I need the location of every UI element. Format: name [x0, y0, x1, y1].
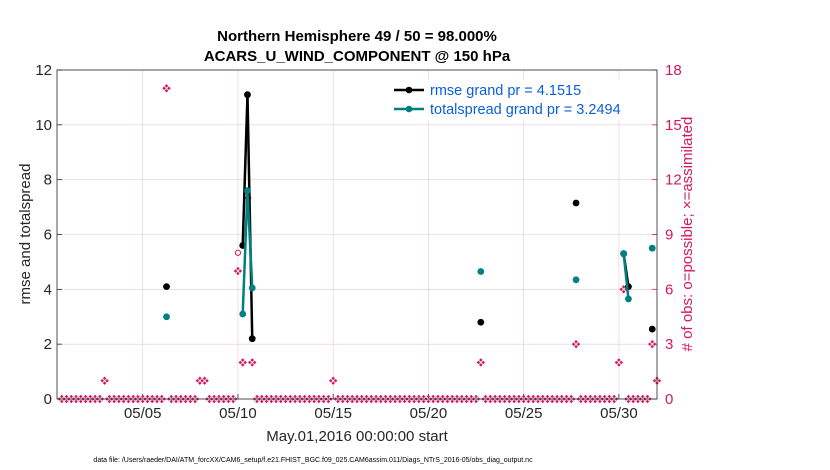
x-tick-label: 05/05 [124, 405, 162, 422]
obs-assimilated-marker [328, 376, 338, 385]
data-series [163, 91, 656, 343]
y-tick-label-left: 8 [44, 172, 52, 189]
totalspread-segment [246, 190, 254, 289]
totalspread-segment [622, 253, 630, 300]
obs-assimilated-marker [476, 358, 486, 367]
obs-assimilated-marker [648, 339, 657, 349]
obs-assimilated-marker [233, 266, 243, 276]
obs-assimilated-cross [101, 377, 108, 384]
y-tick-label-right: 3 [665, 336, 673, 353]
chart-title-line1: Northern Hemisphere 49 / 50 = 98.000% [217, 28, 497, 45]
obs-assimilated-cross [249, 359, 256, 366]
plot-frame [56, 69, 658, 400]
obs-assimilated-cross [649, 341, 656, 347]
totalspread-point [248, 284, 256, 292]
obs-assimilated-cross [616, 359, 622, 366]
obs-assimilated-cross [573, 341, 579, 347]
obs-assimilated-marker [100, 376, 109, 385]
totalspread-point [163, 313, 170, 321]
obs-possible-marker [234, 249, 242, 256]
y-tick-label-left: 12 [35, 62, 52, 79]
y-tick-label-left: 4 [44, 281, 52, 298]
footer-data-file: data file: /Users/raeder/DAI/ATM_forcXX/… [93, 457, 533, 464]
obs-assimilated-marker [200, 376, 209, 385]
y-axis-label-left: rmse and totalspread [17, 164, 34, 305]
y-tick-label-left: 2 [44, 336, 52, 353]
obs-assimilated-marker [614, 358, 624, 367]
y-tick-label-right: 12 [665, 172, 682, 189]
rmse-point [244, 91, 251, 99]
y-tick-label-right: 6 [665, 281, 673, 298]
totalspread-point [572, 276, 580, 284]
obs-assimilated-cross [197, 377, 203, 384]
chart-title-line2: ACARS_U_WIND_COMPONENT @ 150 hPa [204, 48, 511, 65]
x-tick-label: 05/15 [314, 405, 352, 422]
y-tick-label-right: 15 [665, 117, 682, 134]
rmse-point [248, 335, 256, 343]
x-axis-label: May.01,2016 00:00:00 start [266, 428, 448, 445]
axis-ticks: 05/05 05/10 05/15 05/20 05/25 05/30 0 2 4 6 8 10 12 0… [35, 62, 681, 422]
obs-assimilated-marker [238, 358, 247, 367]
obs-count-series [57, 84, 662, 404]
totalspread-point [244, 187, 251, 195]
y-tick-label-left: 10 [35, 117, 52, 134]
x-tick-label: 05/20 [410, 405, 448, 422]
totalspread-point [648, 244, 656, 252]
obs-assimilated-marker [162, 84, 171, 93]
legend: rmse grand pr = 4.1515 totalspread grand… [389, 80, 652, 120]
obs-assimilated-marker [571, 339, 581, 349]
obs-assimilated-cross [330, 377, 337, 384]
x-tick-label: 05/10 [219, 405, 257, 422]
rmse-point [648, 325, 656, 333]
totalspread-point [625, 295, 632, 303]
obs-assimilated-cross [235, 268, 241, 274]
y-tick-label-right: 0 [665, 391, 673, 408]
obs-assimilated-cross [201, 377, 208, 384]
legend-box [389, 80, 652, 120]
y-tick-label-left: 0 [44, 391, 52, 408]
legend-rmse-label: rmse grand pr = 4.1515 [430, 83, 581, 99]
legend-spread-label: totalspread grand pr = 3.2494 [430, 102, 621, 118]
rmse-point [572, 199, 580, 207]
rmse-segment [241, 94, 249, 246]
y-tick-label-left: 6 [44, 227, 52, 244]
totalspread-segment [241, 190, 249, 315]
legend-rmse-marker [405, 86, 413, 94]
totalspread-point [477, 268, 485, 275]
totalspread-point [239, 310, 247, 318]
x-tick-label: 05/25 [505, 405, 543, 422]
y-axis-label-right: # of obs: o=possible; ×=assimilated [679, 117, 696, 352]
legend-spread-marker [405, 105, 413, 113]
obs-assimilated-cross [477, 359, 484, 366]
totalspread-point [620, 250, 628, 258]
rmse-point [477, 318, 485, 326]
obs-assimilated-marker [248, 358, 257, 367]
obs-assimilated-cross [163, 85, 170, 92]
y-tick-label-right: 18 [665, 62, 682, 79]
x-tick-label: 05/30 [600, 405, 638, 422]
y-tick-label-right: 9 [665, 227, 673, 244]
rmse-point [163, 283, 170, 290]
obs-assimilated-cross [239, 359, 246, 366]
